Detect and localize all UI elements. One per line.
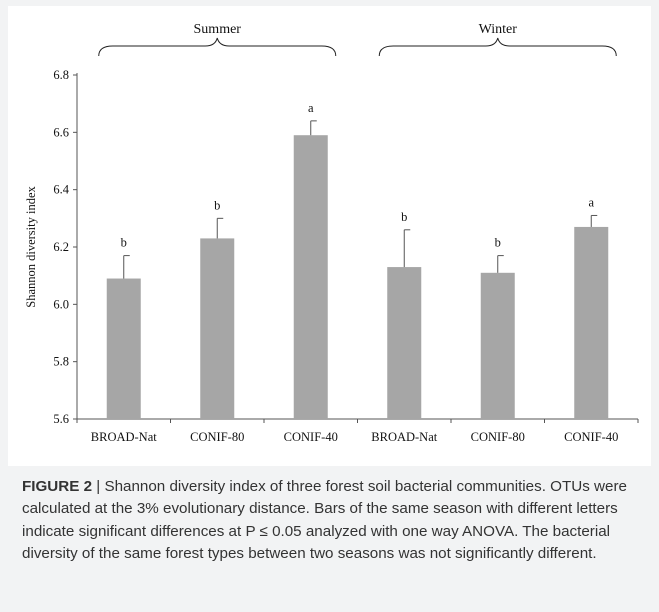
season-groups: Summer Winter bbox=[98, 22, 617, 57]
category-label: CONIF-40 bbox=[284, 430, 338, 444]
bar bbox=[574, 226, 609, 419]
season-label: Summer bbox=[194, 22, 242, 37]
season-label: Winter bbox=[479, 22, 518, 37]
category-label: CONIF-40 bbox=[564, 430, 618, 444]
caption-separator: | bbox=[92, 478, 105, 495]
bars: b BROAD-Nat b CONIF-80 a CONIF-40 b BROAD-Nat b C… bbox=[91, 101, 619, 444]
figure-caption: FIGURE 2 | Shannon diversity index of th… bbox=[22, 476, 642, 566]
y-tick-label: 6.0 bbox=[53, 297, 69, 311]
bar-chart: 5.6 5.8 6.0 6.2 6.4 6.6 6.8 b BROAD-Nat b CONIF-8… bbox=[24, 22, 639, 444]
category-label: CONIF-80 bbox=[471, 430, 525, 444]
plot-panel: 5.6 5.8 6.0 6.2 6.4 6.6 6.8 b BROAD-Nat b CONIF-8… bbox=[8, 6, 651, 466]
significance-label: b bbox=[401, 210, 407, 224]
significance-label: a bbox=[308, 101, 314, 115]
caption-figure-label: FIGURE 2 bbox=[22, 478, 93, 495]
category-label: CONIF-80 bbox=[190, 430, 244, 444]
y-tick-label: 5.8 bbox=[53, 355, 69, 369]
season-brace bbox=[98, 37, 337, 57]
significance-label: a bbox=[588, 195, 594, 209]
y-tick-label: 5.6 bbox=[53, 412, 69, 426]
significance-label: b bbox=[121, 236, 127, 250]
category-label: BROAD-Nat bbox=[371, 430, 437, 444]
bar bbox=[480, 272, 515, 419]
category-label: BROAD-Nat bbox=[91, 430, 157, 444]
y-axis-label: Shannon diversity index bbox=[24, 185, 38, 307]
y-tick-label: 6.4 bbox=[53, 183, 69, 197]
caption-text: Shannon diversity index of three forest … bbox=[22, 478, 627, 563]
bar bbox=[387, 267, 422, 419]
significance-label: b bbox=[495, 236, 501, 250]
axes: 5.6 5.8 6.0 6.2 6.4 6.6 6.8 bbox=[53, 68, 639, 426]
bar bbox=[293, 135, 328, 419]
y-tick-label: 6.6 bbox=[53, 125, 69, 139]
season-brace bbox=[378, 37, 617, 57]
bar bbox=[200, 238, 235, 419]
bar bbox=[106, 278, 141, 419]
y-tick-label: 6.2 bbox=[53, 240, 69, 254]
significance-label: b bbox=[214, 198, 220, 212]
y-tick-label: 6.8 bbox=[53, 68, 69, 82]
